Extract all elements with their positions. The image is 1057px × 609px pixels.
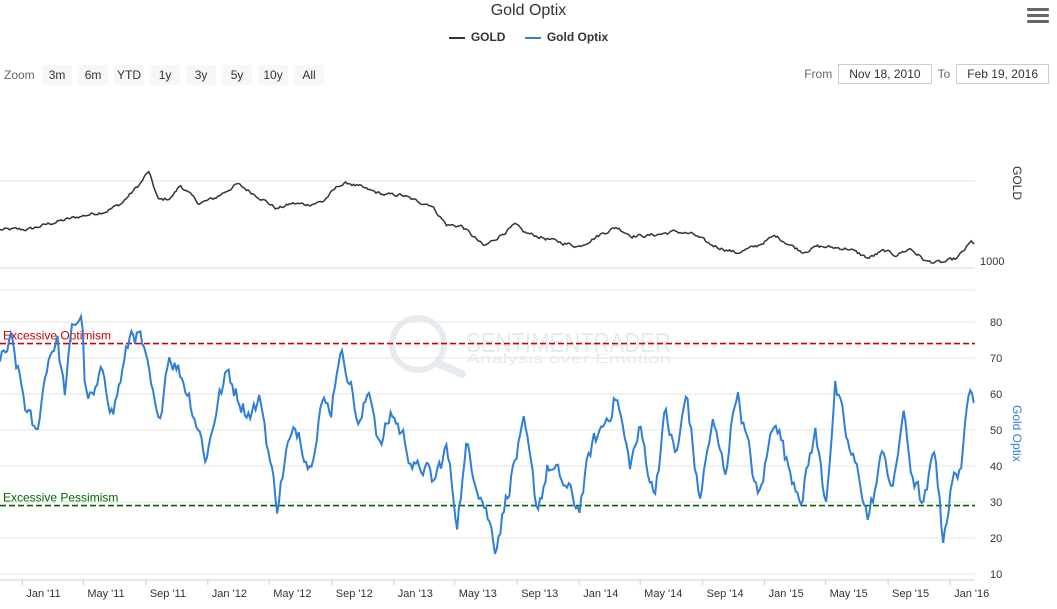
optix-y-tick-label: 70	[990, 353, 1002, 365]
zoom-all-button[interactable]: All	[294, 65, 325, 85]
x-tick-label: Jan '16	[954, 588, 989, 600]
x-tick-label: Jan '15	[769, 588, 804, 600]
to-label: To	[937, 67, 951, 81]
watermark-brand: SENTIMENTRADER	[466, 327, 671, 358]
legend-label-gold-optix: Gold Optix	[546, 30, 609, 44]
gold-optix-y-axis: 10 20 30 40 50 60 70 80	[990, 317, 1002, 581]
gold-optix-y-axis-title: Gold Optix	[1010, 405, 1024, 462]
gold-series-line	[0, 170, 975, 264]
to-date-input[interactable]: Feb 19, 2016	[956, 64, 1049, 84]
legend-item-gold[interactable]: GOLD	[448, 30, 506, 44]
x-tick-label: May '14	[644, 588, 682, 600]
gold-optix-series-line	[0, 312, 975, 555]
x-tick-label: Sep '13	[521, 588, 558, 600]
zoom-ytd-button[interactable]: YTD	[114, 65, 145, 85]
x-tick-label: May '13	[459, 588, 497, 600]
zoom-6m-button[interactable]: 6m	[78, 65, 109, 85]
x-tick-label: May '15	[830, 588, 868, 600]
optix-gridlines	[0, 289, 975, 575]
gold-gridlines	[0, 180, 975, 269]
reference-line-label: Excessive Pessimism	[3, 491, 118, 505]
from-date-input[interactable]: Nov 18, 2010	[838, 64, 932, 84]
zoom-label: Zoom	[4, 68, 35, 82]
chart-title: Gold Optix	[490, 2, 567, 19]
legend: GOLD Gold Optix	[0, 30, 1057, 44]
legend-item-gold-optix[interactable]: Gold Optix	[524, 30, 609, 44]
x-tick-label: May '12	[273, 588, 311, 600]
zoom-1y-button[interactable]: 1y	[150, 65, 181, 85]
x-tick-label: Jan '14	[583, 588, 618, 600]
legend-swatch-gold-optix	[524, 36, 541, 39]
x-tick-label: May '11	[87, 588, 124, 600]
optix-y-tick-label: 40	[990, 461, 1002, 473]
optix-y-tick-label: 30	[990, 497, 1002, 509]
x-tick-label: Sep '12	[336, 588, 373, 600]
zoom-10y-button[interactable]: 10y	[258, 65, 289, 85]
x-tick-label: Jan '12	[212, 588, 247, 600]
optix-y-tick-label: 10	[990, 569, 1002, 581]
x-tick-label: Sep '14	[707, 588, 744, 600]
x-tick-label: Sep '11	[150, 588, 186, 600]
zoom-3m-button[interactable]: 3m	[42, 65, 73, 85]
optix-y-tick-label: 50	[990, 425, 1002, 437]
zoom-5y-button[interactable]: 5y	[222, 65, 253, 85]
date-range-selector: From Nov 18, 2010 To Feb 19, 2016	[798, 64, 1049, 84]
x-tick-label: Sep '15	[892, 588, 929, 600]
gold-y-tick-label: 1000	[980, 256, 1004, 268]
zoom-3y-button[interactable]: 3y	[186, 65, 217, 85]
x-tick-label: Jan '13	[398, 588, 433, 600]
zoom-controls: Zoom 3m 6m YTD 1y 3y 5y 10y All	[4, 65, 330, 85]
from-label: From	[804, 67, 833, 81]
x-tick-label: Jan '11	[26, 588, 60, 600]
gold-y-axis: 1000	[980, 256, 1004, 268]
legend-label-gold: GOLD	[470, 30, 506, 44]
gold-y-axis-title: GOLD	[1010, 166, 1024, 200]
watermark: SENTIMENTRADER Analysis over Emotion	[389, 315, 671, 378]
hamburger-menu-icon[interactable]	[1027, 8, 1049, 26]
legend-swatch-gold	[448, 36, 465, 39]
optix-y-tick-label: 80	[990, 317, 1002, 329]
optix-y-tick-label: 20	[990, 533, 1002, 545]
x-axis: Jan '11 May '11 Sep '11 Jan '12 May '12 Sep '…	[0, 579, 989, 600]
watermark-magnifier-handle	[433, 359, 466, 378]
optix-y-tick-label: 60	[990, 389, 1002, 401]
